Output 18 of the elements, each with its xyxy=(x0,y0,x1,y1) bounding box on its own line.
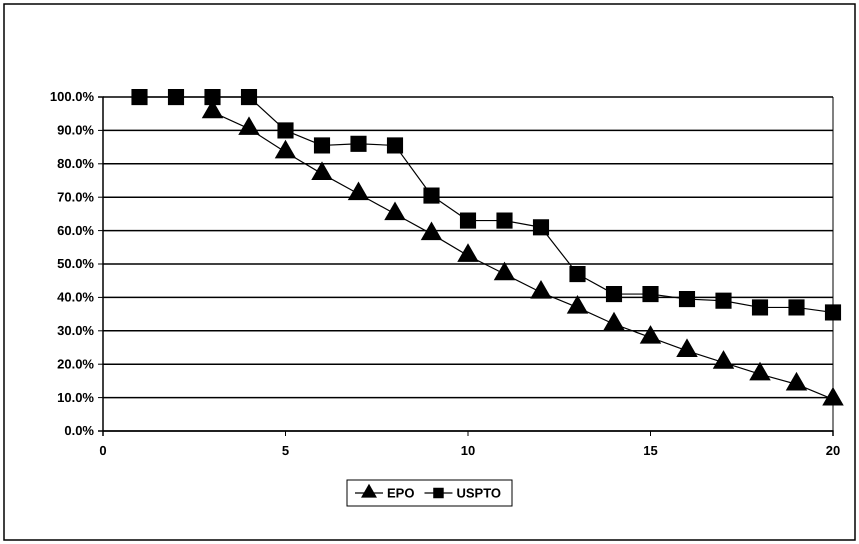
y-tick-label: 90.0% xyxy=(57,122,94,138)
y-tick-label: 20.0% xyxy=(57,356,94,372)
legend-label: USPTO xyxy=(456,486,502,501)
y-tick-label: 40.0% xyxy=(57,290,94,305)
y-tick-label: 10.0% xyxy=(57,390,94,405)
x-tick-label: 15 xyxy=(643,443,658,458)
y-tick-label: 30.0% xyxy=(57,322,94,338)
y-tick-label: 70.0% xyxy=(57,189,94,204)
x-tick-label: 0 xyxy=(99,443,107,458)
y-tick-label: 100.0% xyxy=(50,89,94,104)
y-tick-label: 80.0% xyxy=(57,156,94,171)
y-tick-label: 60.0% xyxy=(57,222,94,238)
legend-label: EPO xyxy=(387,486,414,501)
y-tick-label: 50.0% xyxy=(57,256,94,272)
x-tick-label: 10 xyxy=(460,443,476,458)
x-tick-label: 20 xyxy=(826,443,840,458)
x-tick-label: 5 xyxy=(282,443,290,458)
y-tick-label: 0.0% xyxy=(64,423,94,438)
